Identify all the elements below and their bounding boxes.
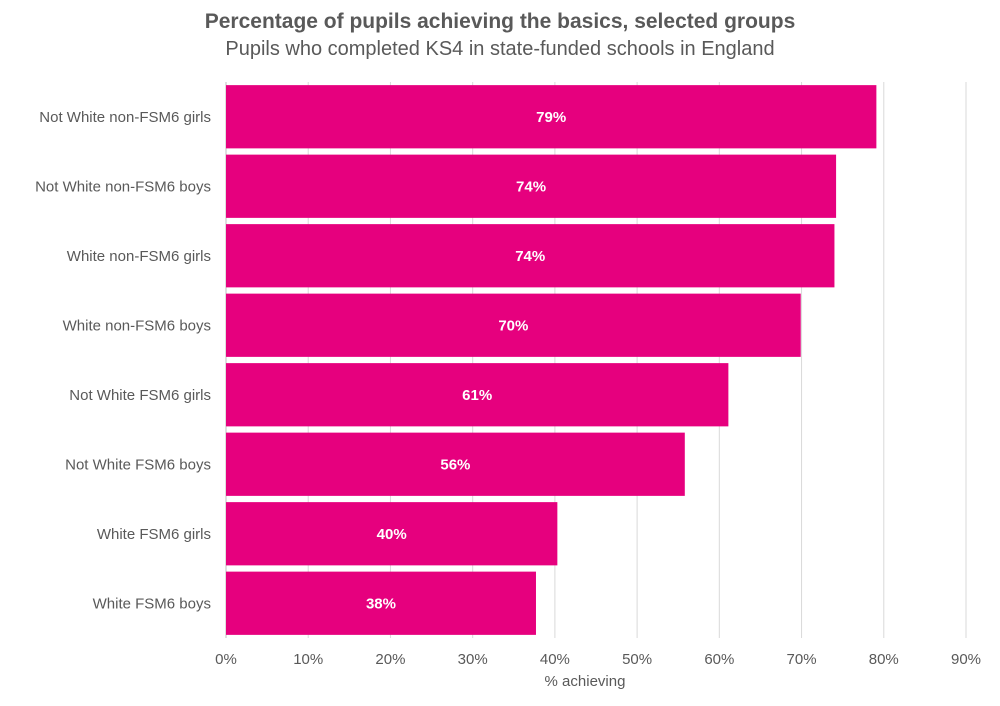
bar-data-label: 74% bbox=[515, 248, 545, 265]
bar-data-label: 56% bbox=[440, 456, 470, 473]
bar-data-label: 79% bbox=[536, 109, 566, 126]
bar bbox=[226, 363, 729, 427]
x-tick-label: 60% bbox=[704, 651, 734, 668]
chart-title: Percentage of pupils achieving the basic… bbox=[204, 10, 796, 33]
x-tick-label: 30% bbox=[458, 651, 488, 668]
category-label: Not White non-FSM6 boys bbox=[35, 178, 211, 195]
x-axis-title: % achieving bbox=[545, 673, 626, 690]
category-label: White FSM6 boys bbox=[93, 595, 211, 612]
x-tick-label: 50% bbox=[622, 651, 652, 668]
bar bbox=[226, 293, 801, 357]
category-label: White non-FSM6 girls bbox=[67, 248, 211, 265]
category-label: White non-FSM6 boys bbox=[63, 317, 211, 334]
bar-data-label: 70% bbox=[498, 317, 528, 334]
x-tick-label: 20% bbox=[375, 651, 405, 668]
x-tick-label: 90% bbox=[951, 651, 981, 668]
bar-data-label: 61% bbox=[462, 387, 492, 404]
bar bbox=[226, 224, 835, 288]
bar bbox=[226, 571, 536, 635]
bar bbox=[226, 502, 558, 566]
bar-data-label: 74% bbox=[516, 178, 546, 195]
x-tick-label: 10% bbox=[293, 651, 323, 668]
x-tick-label: 80% bbox=[869, 651, 899, 668]
category-label: White FSM6 girls bbox=[97, 526, 211, 543]
x-tick-label: 40% bbox=[540, 651, 570, 668]
chart-subtitle: Pupils who completed KS4 in state-funded… bbox=[225, 38, 775, 60]
bar-data-label: 40% bbox=[377, 526, 407, 543]
x-tick-label: 70% bbox=[787, 651, 817, 668]
bar bbox=[226, 432, 685, 496]
category-label: Not White FSM6 boys bbox=[65, 456, 211, 473]
bar-data-label: 38% bbox=[366, 595, 396, 612]
x-tick-label: 0% bbox=[215, 651, 237, 668]
bar bbox=[226, 154, 837, 218]
category-label: Not White FSM6 girls bbox=[69, 387, 211, 404]
category-label: Not White non-FSM6 girls bbox=[39, 109, 211, 126]
bar bbox=[226, 85, 877, 149]
